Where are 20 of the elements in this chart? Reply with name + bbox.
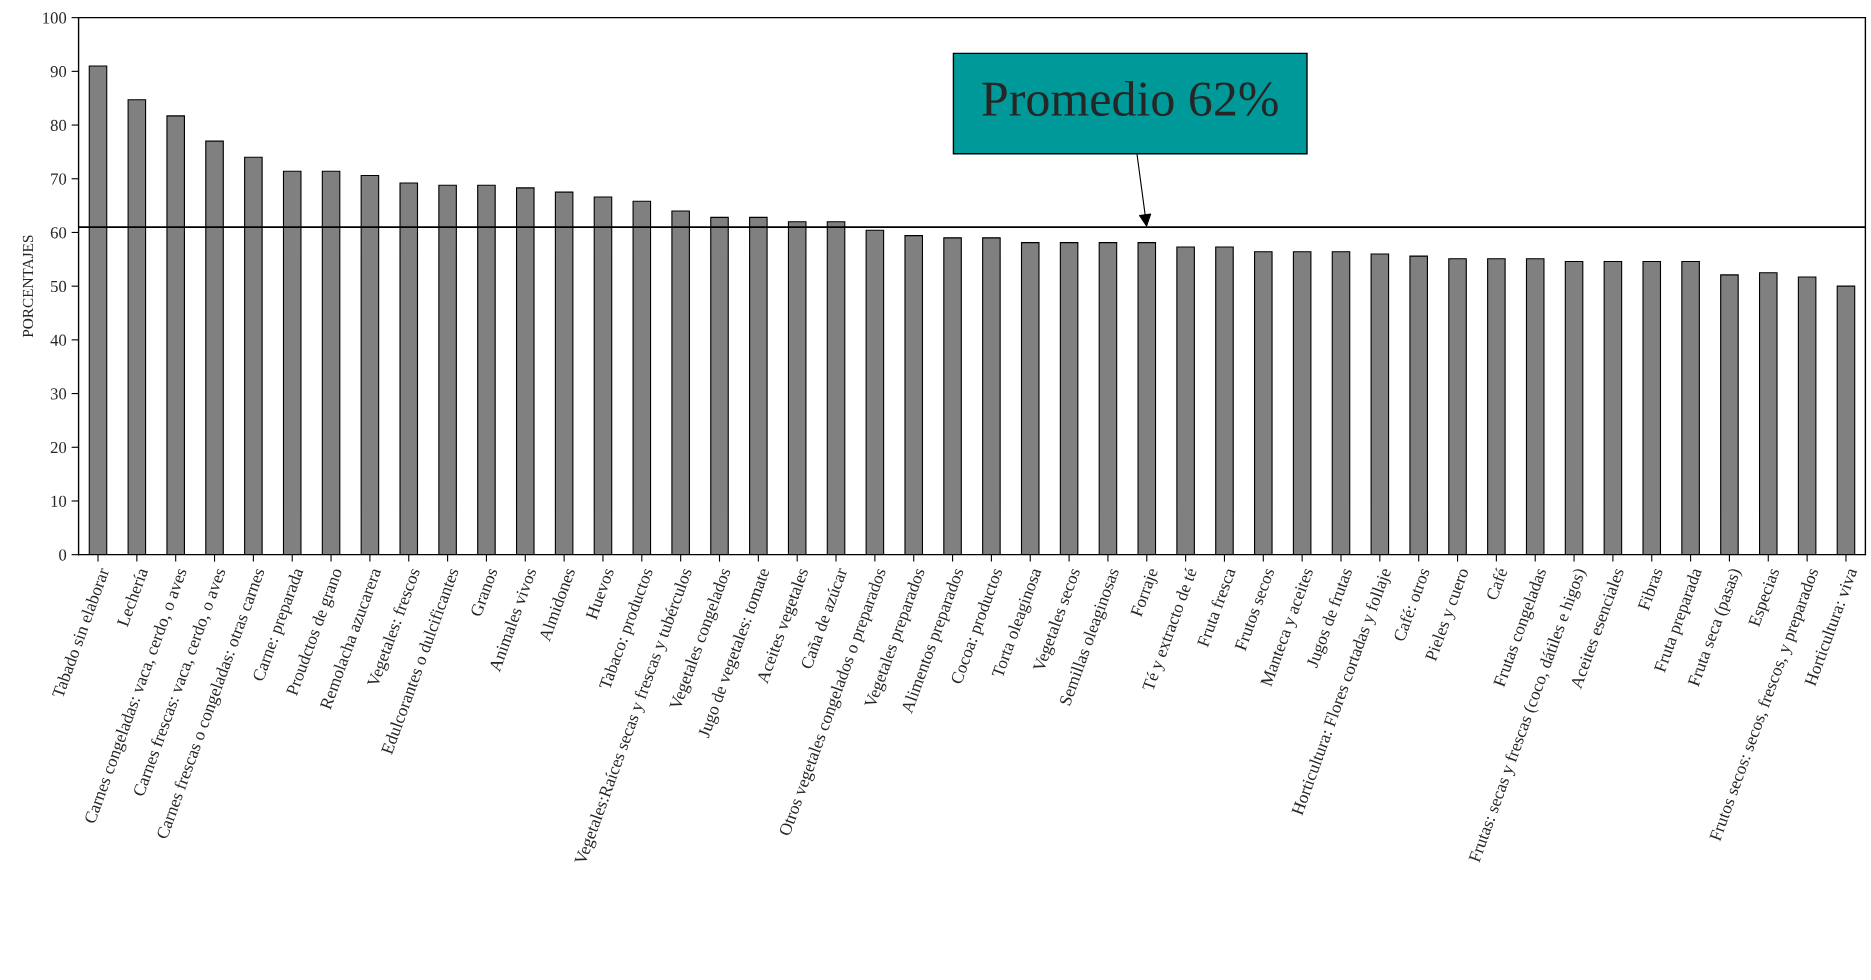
y-tick-label: 50: [51, 280, 67, 293]
y-tick-label: 0: [59, 549, 67, 561]
y-axis-title: PORCENTAJES: [22, 235, 34, 338]
y-tick-label: 70: [51, 173, 67, 185]
x-tick-label: Tabado sin elaborar: [51, 566, 110, 699]
y-tick-label: 60: [50, 227, 67, 239]
x-tick-label: Huevos: [585, 567, 615, 621]
y-tick-label: 20: [50, 441, 67, 454]
y-tick-label: 80: [50, 119, 67, 131]
y-tick-label: 90: [50, 66, 67, 78]
x-tick-label: Fruta fresca: [1196, 566, 1236, 648]
y-tick-label: 10: [51, 495, 67, 507]
x-tick-label: Café: otros: [1392, 567, 1431, 643]
x-tick-label: Forraje: [1130, 567, 1162, 619]
x-tick-label: Fibras: [1637, 567, 1664, 611]
y-tick-label: 100: [43, 12, 67, 24]
x-tick-label: Café: [1485, 566, 1508, 601]
y-tick-label: 40: [50, 334, 67, 346]
annotation: Promedio 62%: [982, 80, 1278, 117]
y-tick-label: 30: [50, 388, 67, 400]
